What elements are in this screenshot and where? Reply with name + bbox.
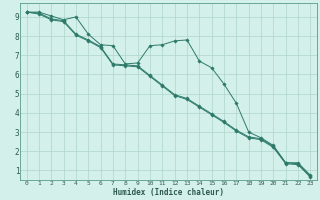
X-axis label: Humidex (Indice chaleur): Humidex (Indice chaleur) (113, 188, 224, 197)
